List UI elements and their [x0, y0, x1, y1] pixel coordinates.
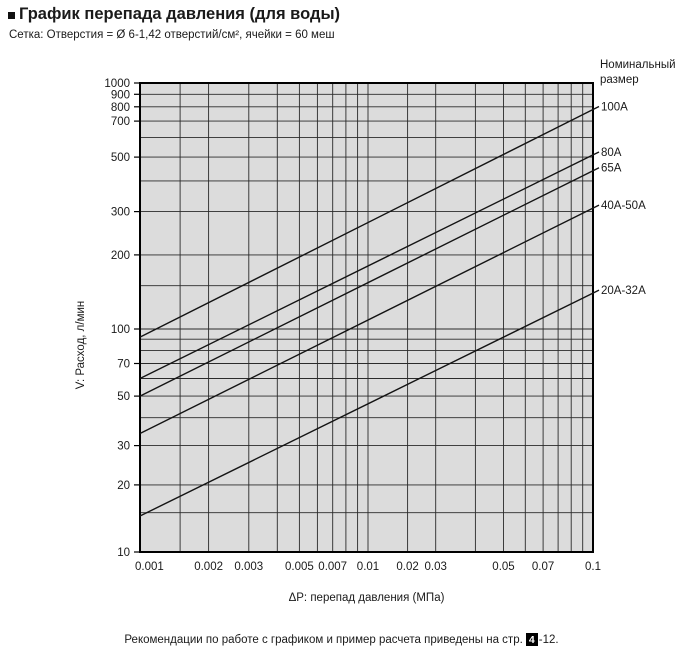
- x-tick-label: 0.07: [532, 561, 554, 573]
- plot-area: [140, 83, 593, 552]
- y-tick-label: 1000: [104, 78, 130, 90]
- series-line-20A-32A: [139, 289, 600, 517]
- y-tick-label: 900: [111, 89, 130, 101]
- y-tick-label: 30: [117, 441, 130, 453]
- series-line-40A-50A: [139, 204, 600, 435]
- plot-border: [139, 82, 594, 553]
- y-tick-label: 10: [117, 547, 130, 559]
- page-title-row: График перепада давления (для воды): [8, 5, 340, 24]
- footer-text-prefix: Рекомендации по работе с графиком и прим…: [124, 633, 523, 646]
- series-label-20A-32A: 20A-32A: [601, 285, 646, 297]
- y-tick-label: 700: [111, 116, 130, 128]
- x-tick-label: 0.002: [194, 561, 223, 573]
- legend-title: Номинальный размер: [600, 59, 676, 86]
- series-line-80A: [139, 151, 600, 380]
- footer-text-suffix: -12.: [538, 633, 559, 646]
- series-label-40A-50A: 40A-50A: [601, 200, 646, 212]
- x-tick-label: 0.03: [425, 561, 447, 573]
- series-line-100A: [139, 105, 600, 338]
- x-tick-label: 0.1: [585, 561, 601, 573]
- y-tick-label: 500: [111, 152, 130, 164]
- y-tick-label: 800: [111, 102, 130, 114]
- square-bullet-icon: [8, 12, 15, 19]
- page-subtitle: Сетка: Отверстия = Ø 6-1,42 отверстий/см…: [9, 29, 335, 41]
- y-tick-label: 20: [117, 480, 130, 492]
- footer-note: Рекомендации по работе с графиком и прим…: [0, 633, 683, 646]
- x-tick-label: 0.003: [234, 561, 263, 573]
- x-tick-label: 0.05: [492, 561, 514, 573]
- y-tick-label: 300: [111, 207, 130, 219]
- x-tick-label: 0.007: [318, 561, 347, 573]
- y-tick-label: 100: [111, 324, 130, 336]
- x-tick-label: 0.02: [396, 561, 418, 573]
- series-label-80A: 80A: [601, 147, 622, 159]
- series-label-100A: 100A: [601, 102, 628, 114]
- series-line-65A: [139, 167, 600, 397]
- x-tick-label: 0.001: [135, 561, 164, 573]
- footer-page-badge: 4: [525, 633, 538, 646]
- x-tick-label: 0.005: [285, 561, 314, 573]
- page-title: График перепада давления (для воды): [19, 5, 341, 23]
- y-tick-label: 50: [117, 391, 130, 403]
- y-tick-label: 70: [117, 359, 130, 371]
- y-axis-title: V: Расход, л/мин: [75, 300, 87, 390]
- x-tick-label: 0.01: [357, 561, 379, 573]
- y-tick-label: 200: [111, 250, 130, 262]
- x-axis-title: ΔP: перепад давления (МПа): [288, 592, 445, 604]
- series-label-65A: 65A: [601, 163, 622, 175]
